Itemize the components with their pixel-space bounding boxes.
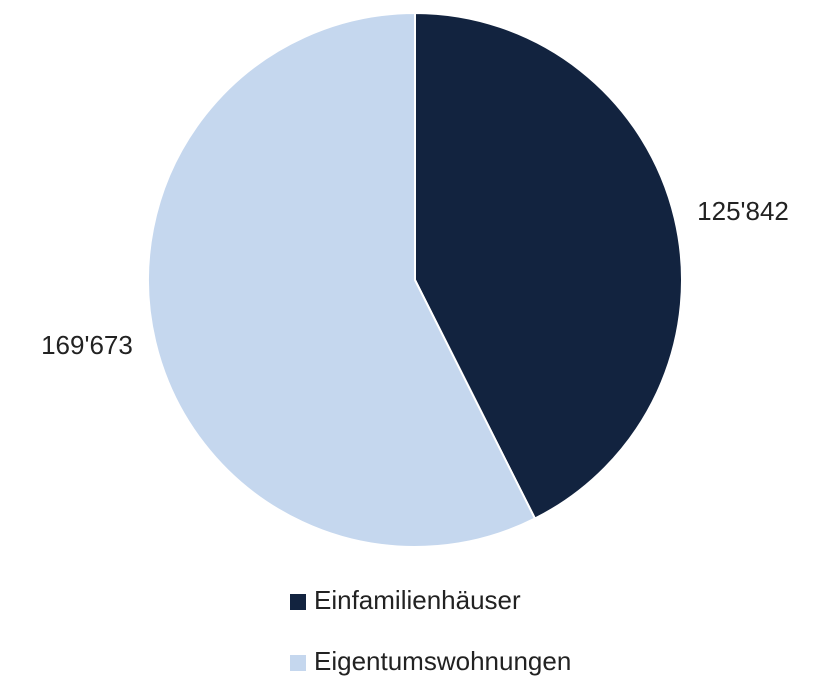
- legend-swatch: [290, 655, 306, 671]
- legend-label: Eigentumswohnungen: [314, 646, 571, 676]
- legend-label: Einfamilienhäuser: [314, 585, 521, 615]
- legend-swatch: [290, 594, 306, 610]
- pie-slice: [414, 11, 683, 520]
- slice-label: 169'673: [41, 330, 133, 360]
- slice-label: 125'842: [697, 196, 789, 226]
- pie-slice: [147, 11, 537, 548]
